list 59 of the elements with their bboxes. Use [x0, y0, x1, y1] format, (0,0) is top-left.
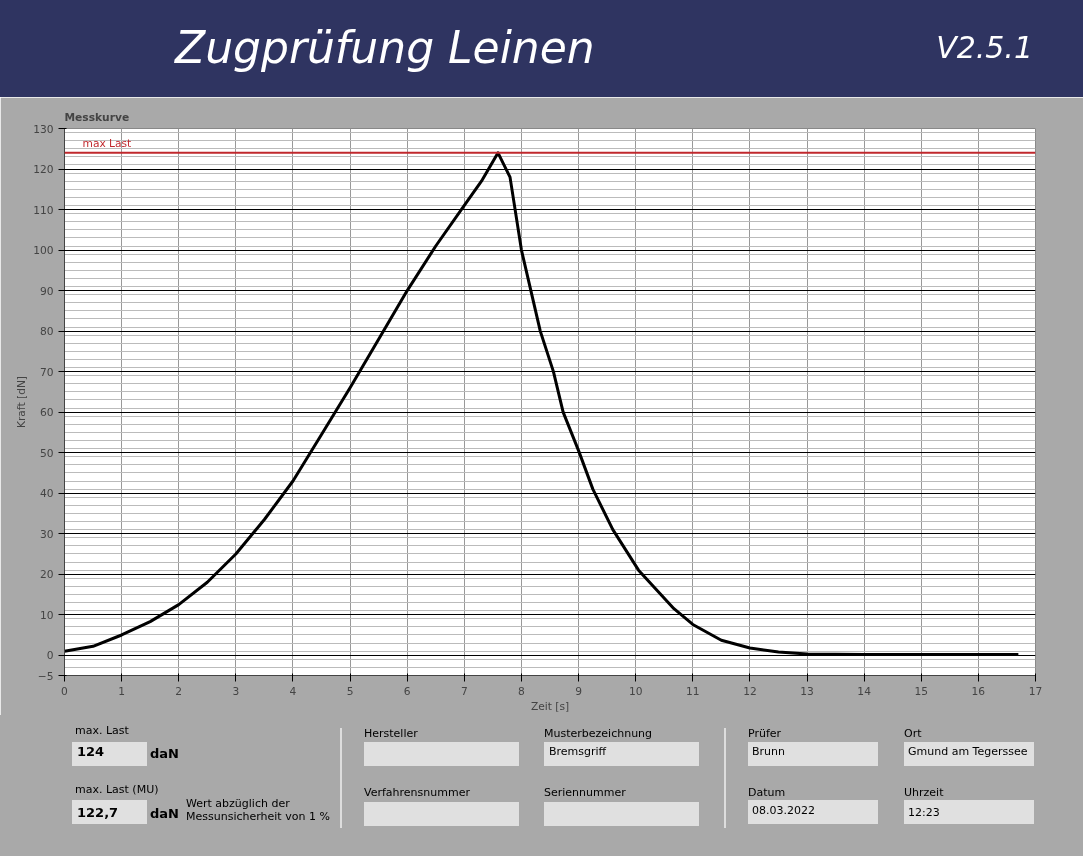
x-axis-title: Zeit [s] [530, 699, 570, 713]
text: Wert abzüglich der Messunsicherheit von 1 % [186, 797, 330, 823]
x-tick-label: 16 [971, 684, 986, 698]
x-tick-label: 17 [1028, 684, 1043, 698]
chart-subtitle: Messkurve [64, 110, 130, 124]
x-tick-label: 11 [686, 684, 700, 698]
text: Verfahrensnummer [364, 786, 470, 799]
text: daN [150, 806, 179, 821]
x-tick-label: 13 [800, 684, 814, 698]
chart-title: Zugprüfung Leinen [175, 21, 595, 76]
x-tick-label: 6 [403, 684, 411, 698]
y-tick-label: 100 [33, 244, 54, 258]
text: Uhrzeit [904, 786, 944, 799]
y-tick-label: −5 [37, 669, 54, 683]
y-tick-label: 0 [46, 649, 54, 663]
x-tick-label: 0 [61, 684, 69, 698]
y-tick-label: 120 [33, 163, 54, 177]
x-tick-label: 1 [118, 684, 126, 698]
text: 08.03.2022 [752, 804, 815, 817]
x-tick-label: 2 [175, 684, 183, 698]
y-tick-label: 30 [39, 527, 54, 541]
x-tick-label: 3 [232, 684, 240, 698]
ref-line-label: max Last [82, 136, 132, 150]
x-tick-label: 5 [346, 684, 354, 698]
y-tick-label: 40 [39, 487, 54, 501]
text: 12:23 [908, 806, 940, 819]
text: max. Last (MU) [75, 783, 159, 796]
y-tick-label: 50 [39, 446, 54, 460]
x-tick-label: 10 [628, 684, 643, 698]
text: max. Last [75, 724, 129, 737]
text: Brunn [752, 745, 785, 758]
text: Musterbezeichnung [544, 727, 653, 740]
y-tick-label: 10 [39, 608, 54, 622]
y-tick-label: 110 [33, 203, 54, 217]
text: Prüfer [748, 727, 782, 740]
y-tick-label: 80 [39, 325, 54, 339]
y-tick-label: 20 [39, 568, 54, 582]
y-tick-label: 70 [39, 365, 54, 379]
x-tick-label: 4 [289, 684, 297, 698]
text: Seriennummer [544, 786, 626, 799]
x-tick-label: 8 [518, 684, 526, 698]
text: daN [150, 746, 179, 761]
x-tick-label: 7 [460, 684, 468, 698]
text: Gmund am Tegerssee [908, 745, 1028, 758]
x-tick-label: 12 [743, 684, 757, 698]
y-axis-title: Kraft [dN] [15, 375, 29, 429]
x-tick-label: 15 [914, 684, 929, 698]
x-tick-label: 9 [575, 684, 583, 698]
y-tick-label: 90 [39, 284, 54, 298]
text: 122,7 [77, 805, 119, 820]
text: 124 [77, 744, 105, 759]
text: Ort [904, 727, 922, 740]
y-tick-label: 130 [33, 122, 54, 136]
text: Datum [748, 786, 786, 799]
text: Hersteller [364, 727, 418, 740]
text: V2.5.1 [936, 29, 1033, 68]
y-tick-label: 60 [39, 406, 54, 420]
text: Bremsgriff [549, 745, 607, 758]
x-tick-label: 14 [857, 684, 872, 698]
